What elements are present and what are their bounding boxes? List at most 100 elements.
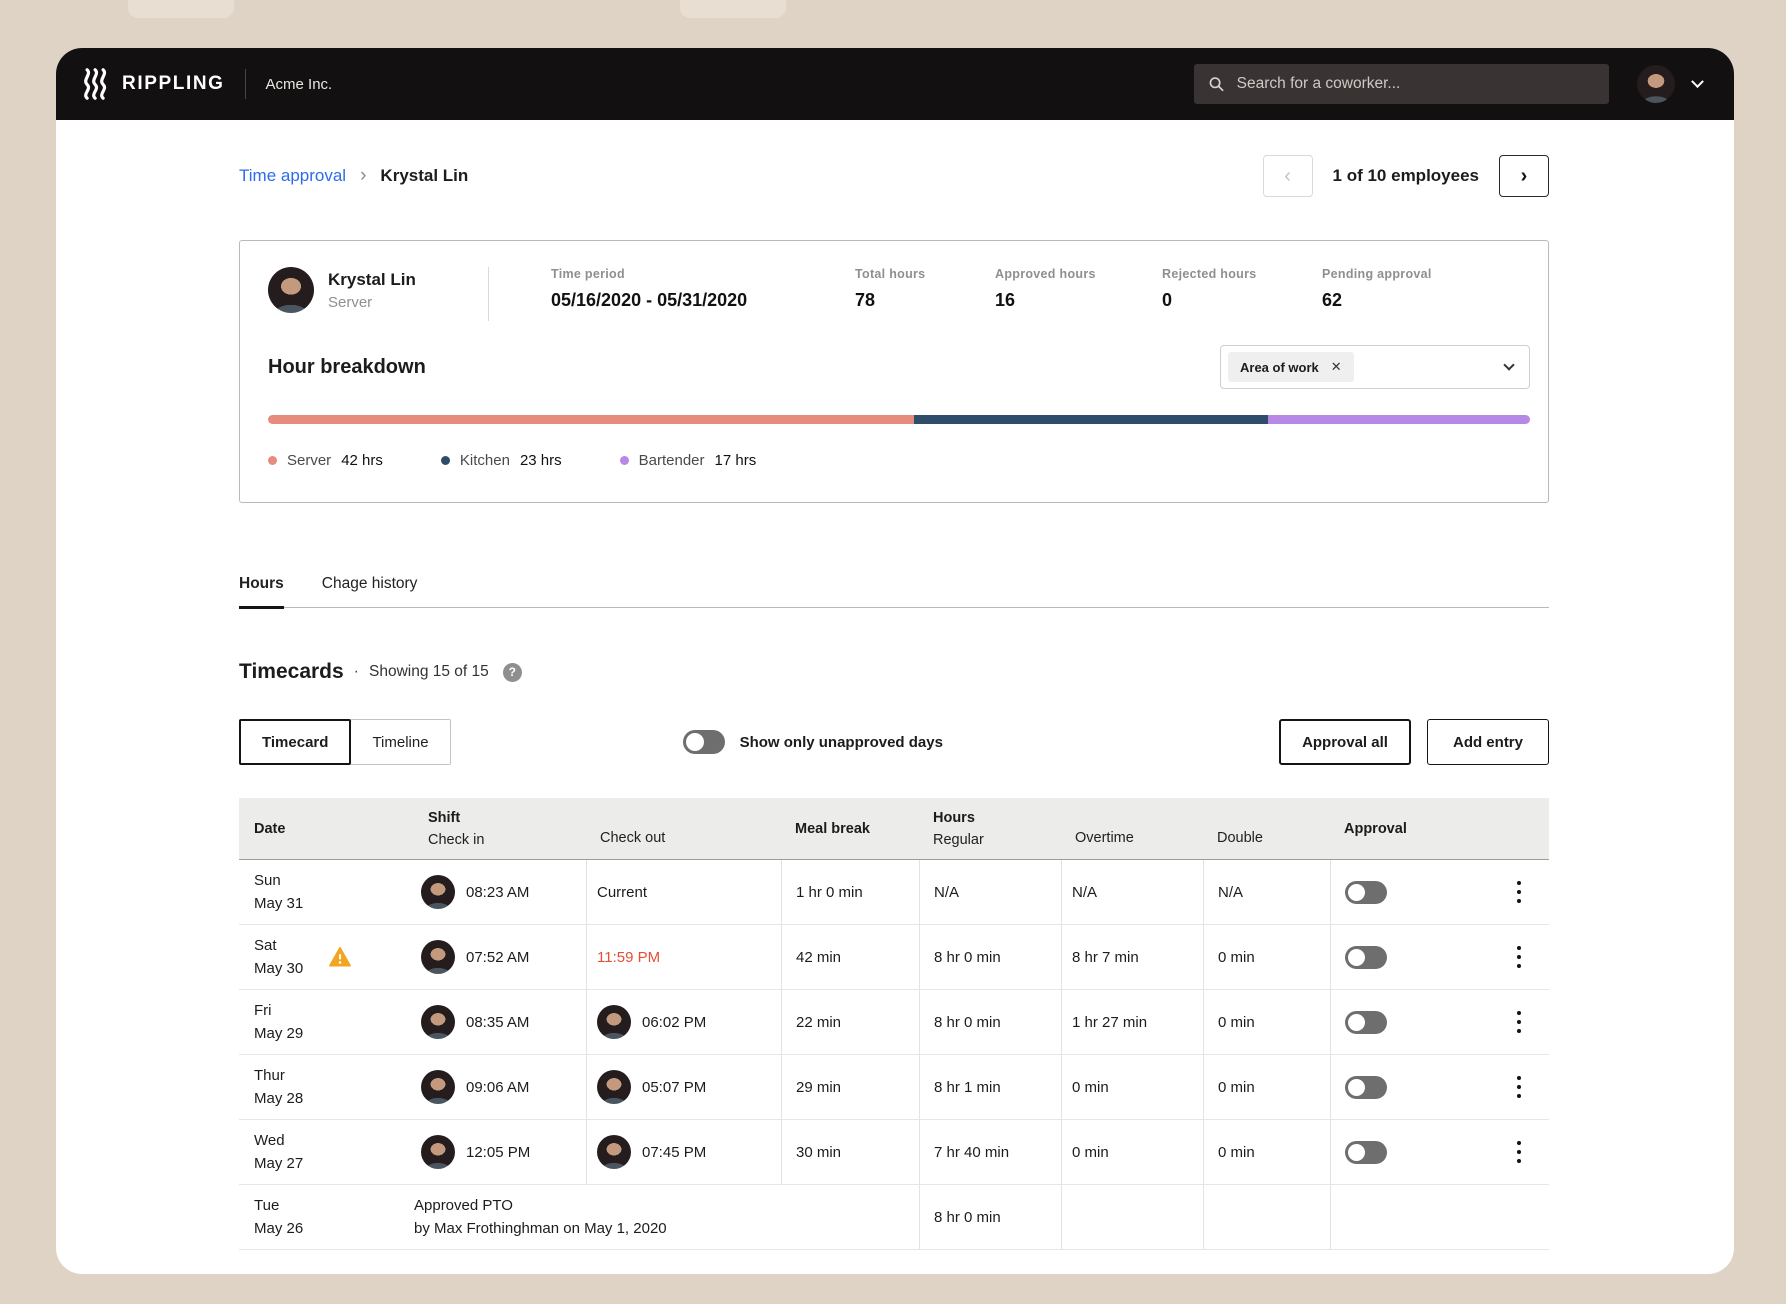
check-out-time: 06:02 PM: [642, 1013, 707, 1031]
tab-hours[interactable]: Hours: [239, 575, 284, 609]
rippling-brand: RIPPLING: [82, 68, 225, 100]
timecards-count: Showing 15 of 15: [369, 663, 489, 680]
check-in-time: 09:06 AM: [466, 1078, 530, 1096]
stat-time-period: Time period 05/16/2020 - 05/31/2020: [551, 267, 748, 310]
bar-segment-bartender: [1268, 415, 1530, 424]
date-text: Thur May 28: [254, 1064, 303, 1110]
brand-name: RIPPLING: [122, 73, 225, 94]
date-label: May 27: [254, 1155, 304, 1172]
help-icon[interactable]: ?: [502, 662, 522, 682]
tab-chage-history[interactable]: Chage history: [321, 575, 418, 592]
nav-divider: [244, 69, 246, 99]
top-navbar: RIPPLING Acme Inc.: [56, 48, 1734, 120]
breadcrumb-time-approval-link[interactable]: Time approval: [239, 166, 347, 185]
unapproved-filter: Show only unapproved days: [682, 730, 943, 754]
row-approval-toggle[interactable]: [1345, 945, 1387, 969]
check-out-time: 11:59 PM: [597, 948, 661, 966]
view-timeline-button[interactable]: Timeline: [350, 719, 451, 765]
date-label: May 31: [254, 895, 304, 912]
row-approval-toggle[interactable]: [1345, 880, 1387, 904]
breadcrumb-row: Time approval › Krystal Lin ‹ 1 of 10 em…: [239, 152, 1549, 200]
regular-hours-cell: 8 hr 1 min: [919, 1055, 1061, 1119]
area-of-work-select[interactable]: Area of work ✕: [1220, 345, 1530, 389]
unapproved-days-toggle[interactable]: [682, 730, 725, 754]
search-input[interactable]: [1236, 75, 1595, 93]
check-out-cell: 11:59 PM: [586, 925, 781, 989]
toggle-knob: [1348, 1078, 1365, 1096]
check-out-avatar: [597, 1005, 631, 1039]
warning-icon-wrap: [329, 947, 352, 967]
approval-cell: [1330, 925, 1549, 989]
toggle-knob: [1348, 948, 1365, 966]
regular-hours-cell: 8 hr 0 min: [919, 1185, 1061, 1249]
row-approval-toggle[interactable]: [1345, 1140, 1387, 1164]
row-approval-toggle[interactable]: [1345, 1075, 1387, 1099]
timecard-row: Fri May 29 08:35 AM 06:02 PM 22 min 8 hr 0 mi…: [239, 990, 1549, 1055]
view-timecard-button[interactable]: Timecard: [239, 719, 352, 765]
row-menu-kebab-icon[interactable]: [1513, 875, 1525, 910]
meal-break-cell: 30 min: [781, 1120, 919, 1184]
bar-segment-kitchen: [914, 415, 1269, 424]
user-avatar[interactable]: [1637, 65, 1675, 103]
timecards-controls: Timecard Timeline Show only unapproved da…: [239, 718, 1549, 766]
date-label: May 26: [254, 1220, 304, 1237]
row-menu-kebab-icon[interactable]: [1513, 1070, 1525, 1105]
check-out-time: 05:07 PM: [642, 1078, 707, 1096]
date-text: Sun May 31: [254, 869, 303, 915]
date-text: Fri May 29: [254, 999, 303, 1045]
toggle-knob: [1348, 1143, 1365, 1161]
col-double-header: Double: [1217, 830, 1263, 846]
employee-pager: ‹ 1 of 10 employees ›: [1262, 155, 1549, 197]
date-label: May 30: [254, 960, 304, 977]
row-menu-kebab-icon[interactable]: [1513, 1135, 1525, 1170]
col-checkin-header: Shift Check in: [428, 809, 485, 848]
bar-segment-server: [268, 415, 915, 424]
employee-summary-card: Krystal Lin Server Time period 05/16/202…: [239, 240, 1549, 503]
day-label: Sat: [254, 937, 277, 954]
date-cell: Sun May 31: [239, 860, 414, 924]
approval-cell: [1330, 860, 1549, 924]
background-card-edge: [128, 0, 234, 18]
warning-icon: [329, 947, 352, 967]
legend-value: 23 hrs: [519, 452, 562, 469]
pto-text: Approved PTO by Max Frothinghman on May 1…: [414, 1194, 667, 1240]
check-in-avatar: [421, 875, 455, 909]
double-hours-cell: 0 min: [1203, 1120, 1330, 1184]
timecard-row: Thur May 28 09:06 AM 05:07 PM 29 min 8 hr 1 m…: [239, 1055, 1549, 1120]
day-label: Fri: [254, 1002, 272, 1019]
double-cell: [1203, 1185, 1330, 1249]
stat-rejected-hours: Rejected hours 0: [1162, 267, 1257, 310]
stat-approved-hours: Approved hours 16: [995, 267, 1096, 310]
check-out-cell: Current: [586, 860, 781, 924]
legend-name: Server: [287, 452, 332, 469]
overtime-cell: 0 min: [1061, 1120, 1203, 1184]
check-out-time: 07:45 PM: [642, 1143, 707, 1161]
timecard-row: Tue May 26 Approved PTO by Max Frothinghman…: [239, 1185, 1549, 1250]
date-text: Wed May 27: [254, 1129, 303, 1175]
check-out-cell: 07:45 PM: [586, 1120, 781, 1184]
check-out-avatar: [597, 1135, 631, 1169]
legend-dot-icon: [268, 456, 277, 465]
coworker-search[interactable]: [1194, 64, 1609, 104]
chip-close-icon[interactable]: ✕: [1330, 359, 1342, 374]
legend-value: 17 hrs: [714, 452, 757, 469]
add-entry-button[interactable]: Add entry: [1427, 719, 1549, 765]
overtime-cell: [1061, 1185, 1203, 1249]
row-menu-kebab-icon[interactable]: [1513, 940, 1525, 975]
date-text: Tue May 26: [254, 1194, 303, 1240]
double-hours-cell: N/A: [1203, 860, 1330, 924]
regular-hours-cell: 8 hr 0 min: [919, 990, 1061, 1054]
toggle-knob: [1348, 1013, 1365, 1031]
search-icon: [1209, 77, 1224, 92]
approval-cell: [1330, 990, 1549, 1054]
chevron-down-icon[interactable]: [1691, 74, 1704, 88]
check-out-avatar: [597, 1070, 631, 1104]
approval-all-button[interactable]: Approval all: [1279, 719, 1411, 765]
date-text: Sat May 30: [254, 934, 303, 980]
row-menu-kebab-icon[interactable]: [1513, 1005, 1525, 1040]
legend-dot-icon: [440, 456, 450, 465]
next-employee-button[interactable]: ›: [1499, 155, 1549, 197]
prev-employee-button[interactable]: ‹: [1262, 155, 1313, 197]
row-approval-toggle[interactable]: [1345, 1010, 1387, 1034]
